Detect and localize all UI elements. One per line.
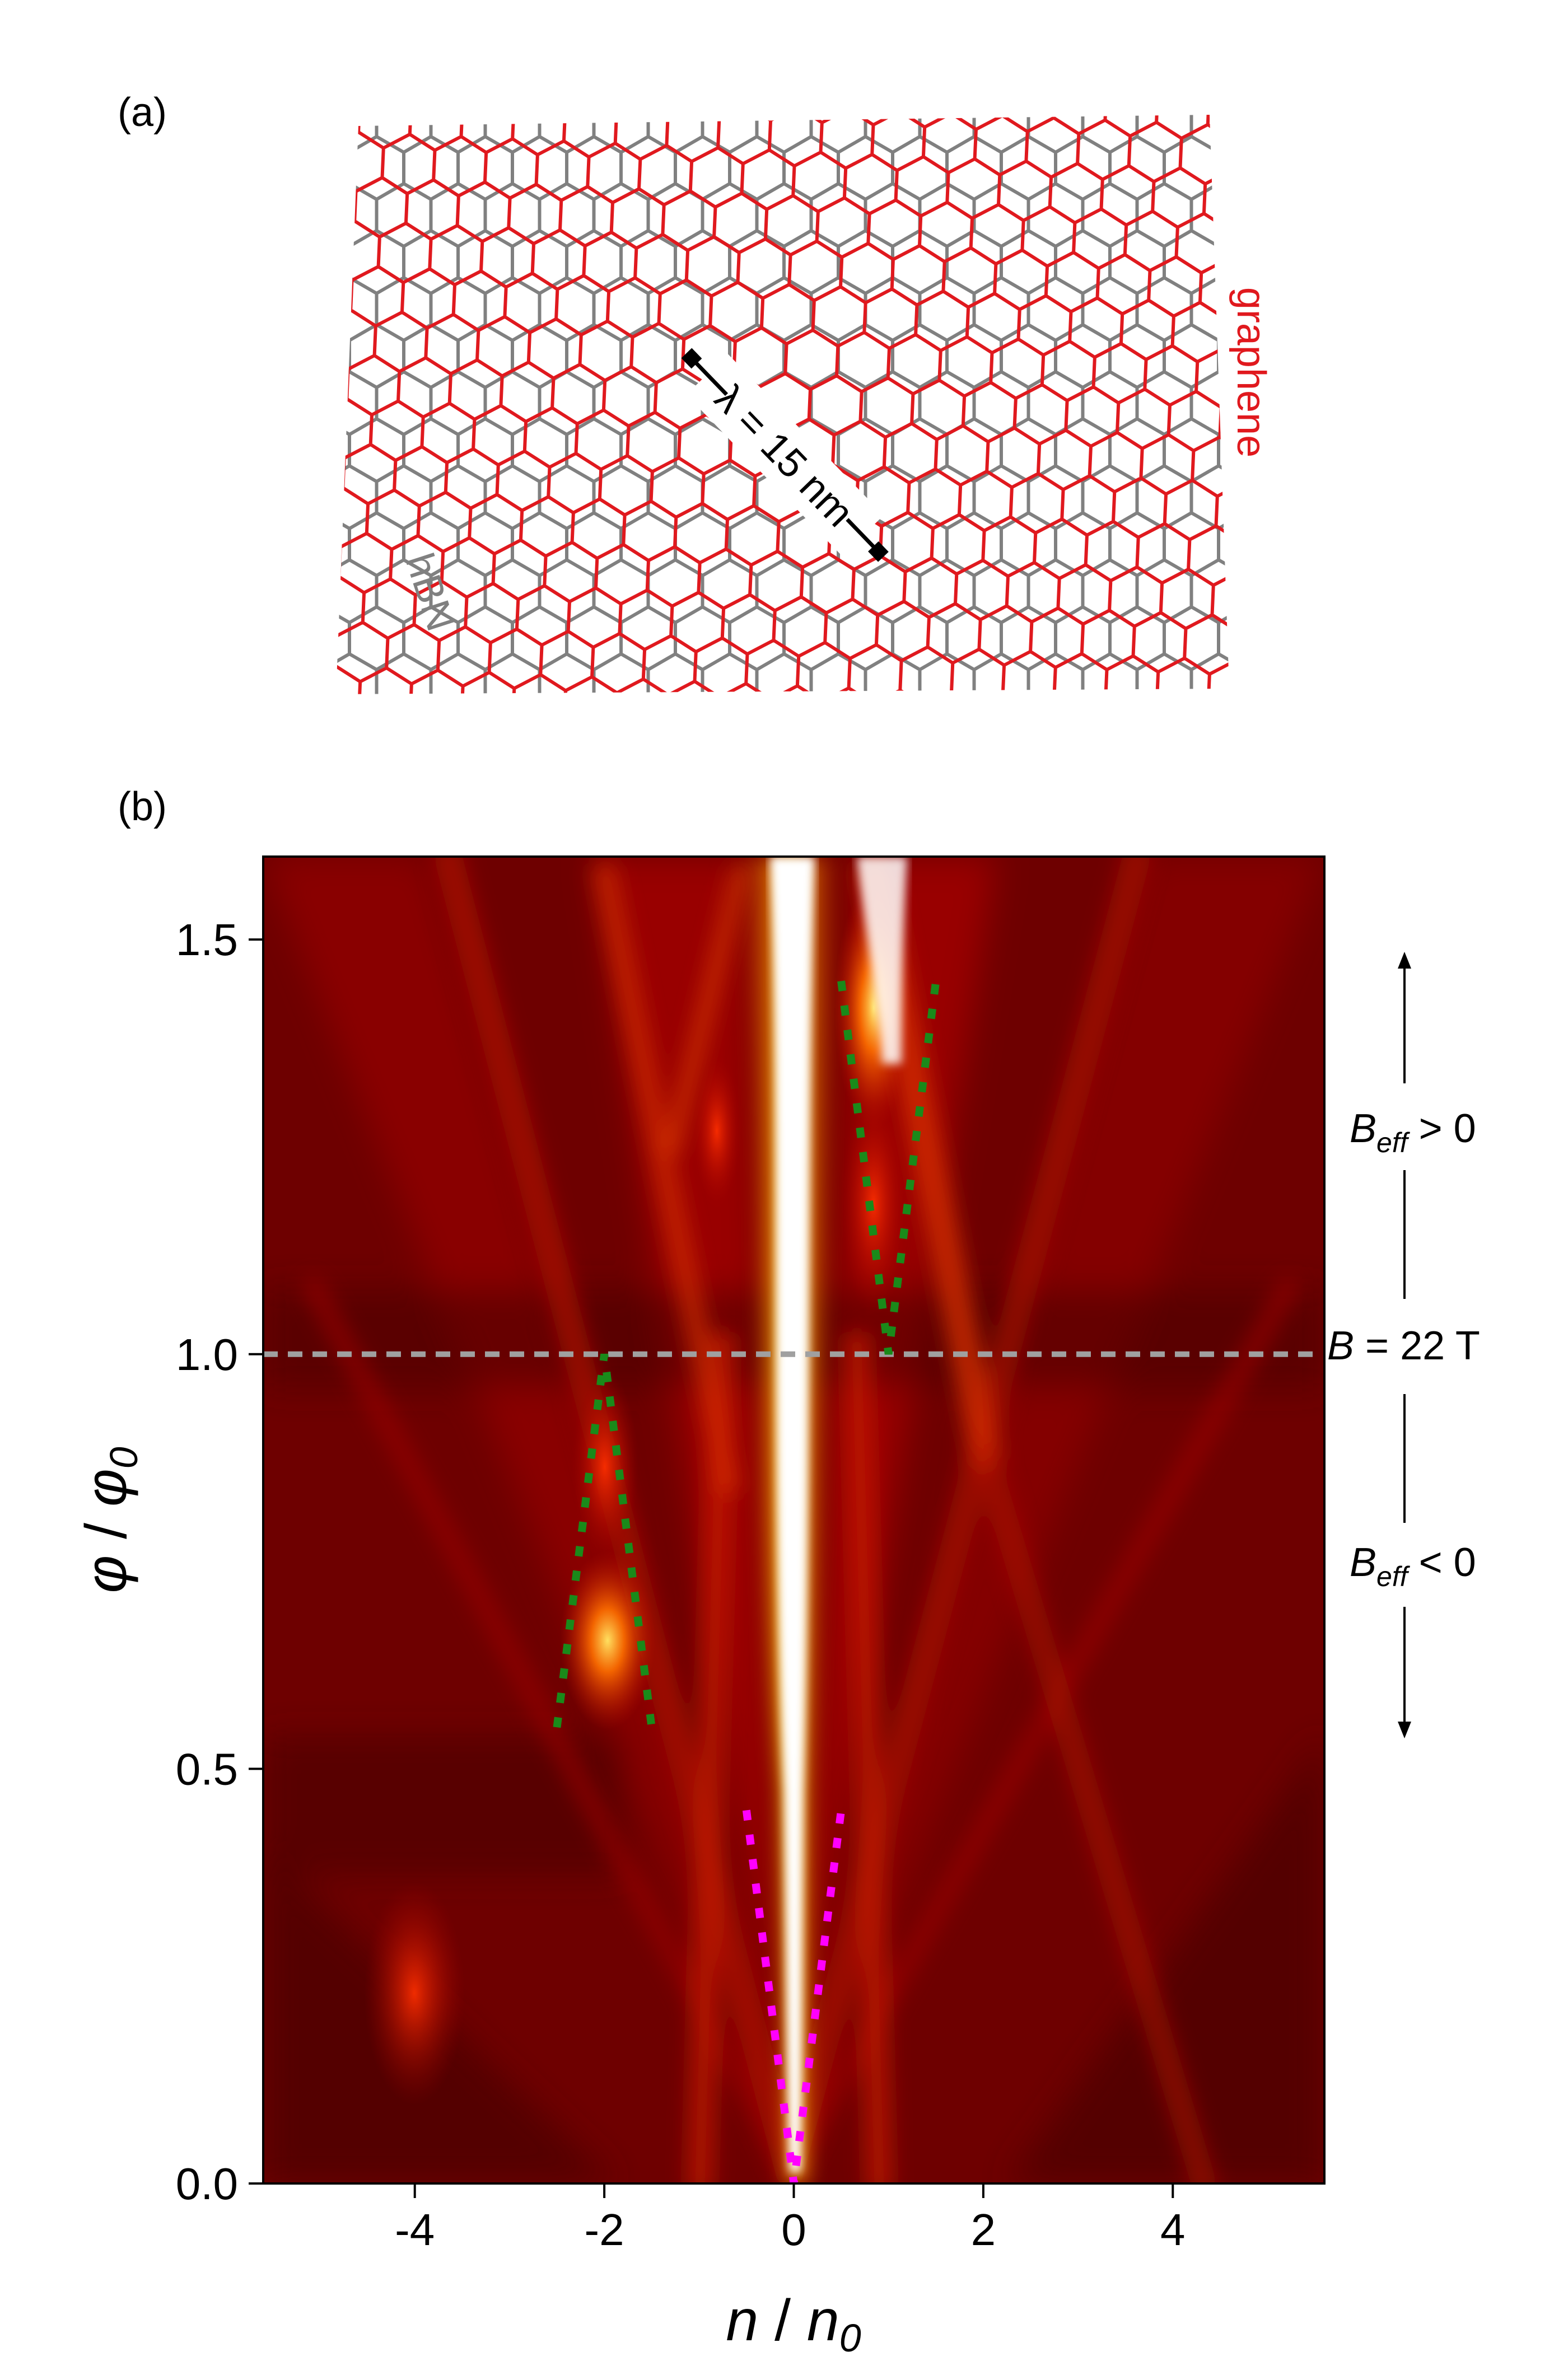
heatmap-features — [364, 885, 913, 2105]
field-annotations: Beff > 0 B = 22 T Beff < 0 — [1327, 952, 1480, 1738]
x-tick-label: -4 — [395, 2205, 435, 2255]
y-tick-label: 1.0 — [176, 1330, 238, 1380]
panel-b-label: (b) — [118, 784, 167, 829]
heatmap-fan-lines — [302, 857, 1299, 2183]
heatmap — [263, 857, 1324, 2183]
beff-neg-arrowhead — [1398, 1722, 1411, 1738]
x-tick-label: 0 — [781, 2205, 806, 2255]
beff-positive-label: Beff > 0 — [1350, 1106, 1476, 1158]
y-tick-label: 0.0 — [176, 2159, 238, 2209]
graphene-label: graphene — [1229, 287, 1273, 457]
dotted-guide-1 — [553, 1353, 656, 1728]
beff-pos-arrowhead — [1398, 952, 1411, 969]
y-tick-label: 0.5 — [176, 1744, 238, 1794]
hbn-lattice — [336, 115, 1229, 694]
y-axis-title: φ / φ0 — [74, 1447, 146, 1593]
panel-a-label: (a) — [118, 90, 167, 135]
x-tick-label: 2 — [971, 2205, 996, 2255]
x-tick-label: -2 — [585, 2205, 624, 2255]
b-field-label: B = 22 T — [1327, 1324, 1480, 1368]
y-tick-label: 1.5 — [176, 915, 238, 965]
x-axis-title: n / n0 — [726, 2288, 861, 2360]
central-ridge — [739, 857, 907, 2183]
x-tick-label: 4 — [1160, 2205, 1186, 2255]
dotted-guide-2 — [837, 980, 940, 1355]
beff-negative-label: Beff < 0 — [1350, 1540, 1476, 1592]
moire-lattice — [336, 115, 1229, 694]
axes: -4 -2 0 2 4 0.0 0.5 1.0 1.5 — [176, 855, 1326, 2255]
graphene-lattice — [336, 115, 1229, 694]
